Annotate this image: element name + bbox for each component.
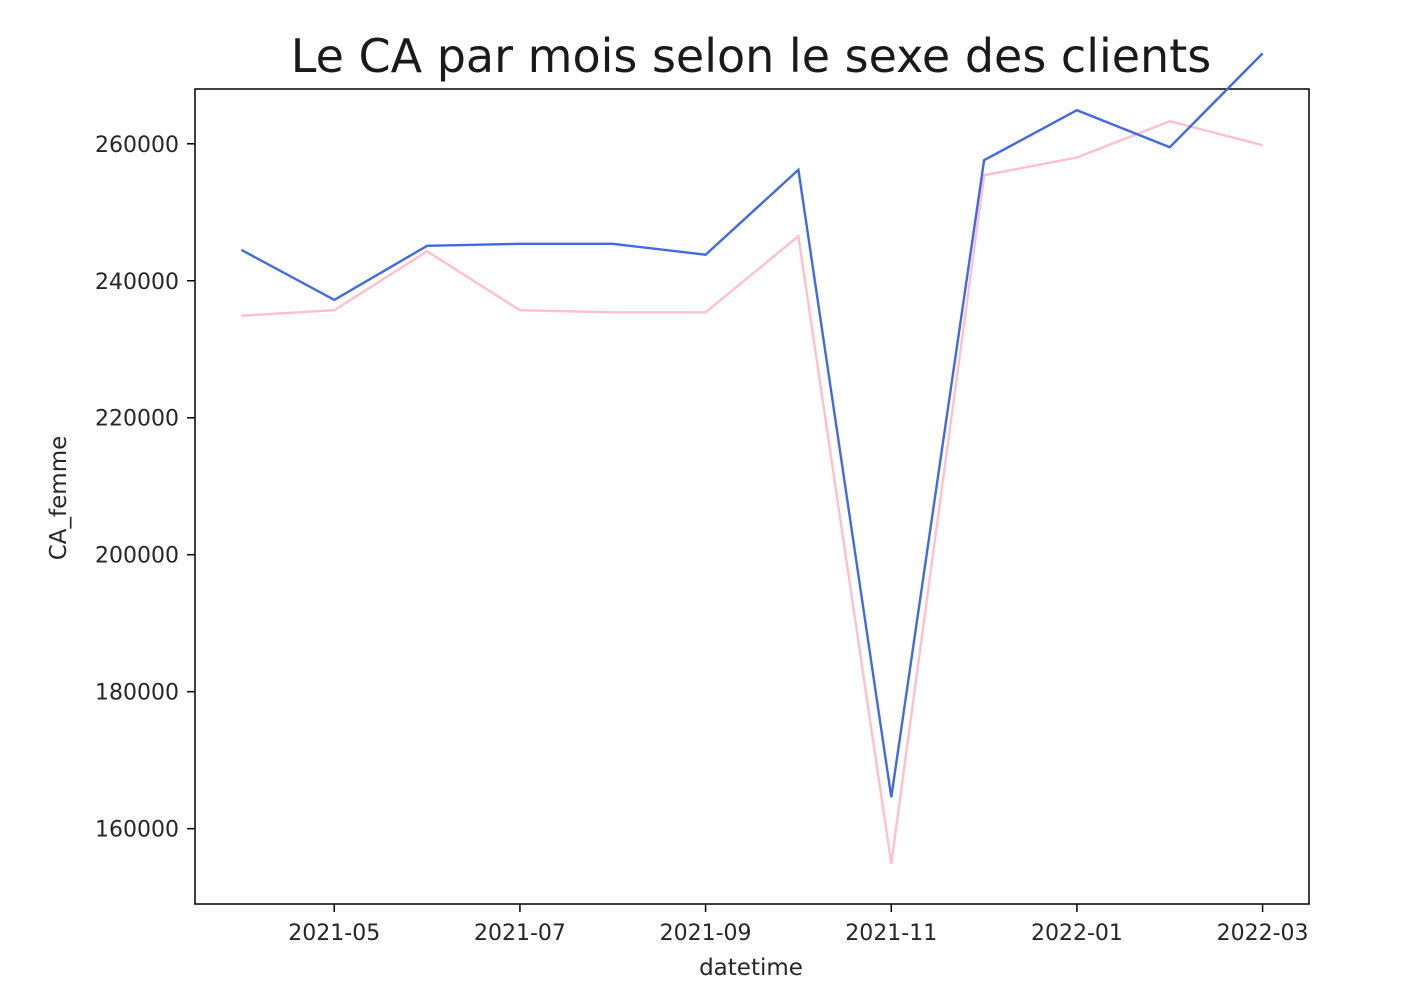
y-tick-label: 180000 bbox=[95, 681, 179, 706]
x-tick-label: 2022-03 bbox=[1217, 921, 1309, 946]
y-tick-label: 200000 bbox=[95, 544, 179, 569]
y-tick-label: 240000 bbox=[95, 270, 179, 295]
x-tick-label: 2022-01 bbox=[1031, 921, 1123, 946]
x-tick-label: 2021-09 bbox=[660, 921, 752, 946]
y-tick-label: 260000 bbox=[95, 133, 179, 158]
y-tick-label: 220000 bbox=[95, 407, 179, 432]
plot-area-frame bbox=[194, 88, 1310, 905]
chart-title: Le CA par mois selon le sexe des clients bbox=[291, 29, 1211, 83]
series-line-2 bbox=[241, 119, 1263, 864]
y-tick-label: 160000 bbox=[95, 818, 179, 843]
y-axis-label: CA_femme bbox=[46, 436, 72, 561]
series-line-1 bbox=[240, 52, 1264, 798]
y-axis: 160000 180000 200000 220000 240000 260000 bbox=[95, 133, 195, 843]
x-tick-label: 2021-11 bbox=[845, 921, 937, 946]
x-tick-label: 2021-07 bbox=[474, 921, 566, 946]
x-axis-label: datetime bbox=[699, 955, 803, 981]
series-group bbox=[240, 52, 1264, 864]
x-tick-label: 2021-05 bbox=[288, 921, 380, 946]
x-axis: 2021-05 2021-07 2021-09 2021-11 2022-01 2022-… bbox=[288, 904, 1309, 946]
